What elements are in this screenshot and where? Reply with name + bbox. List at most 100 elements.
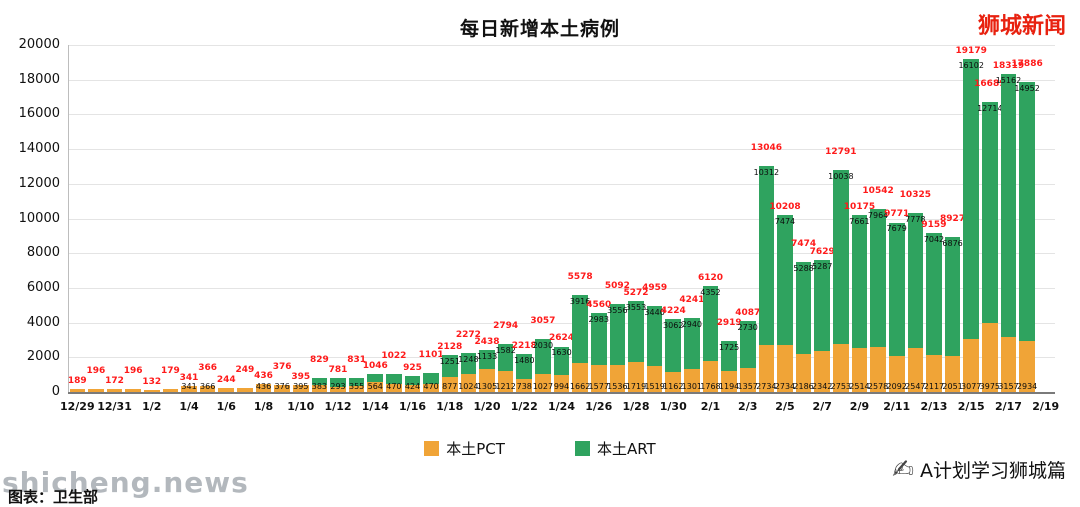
bar-segment-pct (255, 384, 272, 392)
bar-segment-art (404, 375, 421, 385)
bar-segment-pct (609, 365, 626, 392)
bar-segment-pct (386, 383, 402, 392)
bar-total-label: 5578 (567, 272, 593, 283)
bar-pct-label: 395 (293, 382, 309, 391)
bar-segment-art (646, 305, 663, 366)
bar-pct-label: 877 (442, 382, 458, 391)
watermark: shicheng.news (2, 466, 249, 499)
x-axis-tick-label: 2/3 (738, 400, 758, 413)
bar-total-label: 376 (272, 362, 292, 373)
bar-total-label: 925 (403, 362, 422, 373)
bar-total-label: 7629 (809, 246, 835, 257)
bar-total-label: 436 (254, 371, 273, 382)
bar-segment-art (665, 318, 682, 372)
bar-segment-pct (1019, 341, 1035, 392)
bar-segment-pct (590, 364, 607, 392)
bar-segment-art (777, 214, 793, 345)
bar-art-label: 7778 (905, 214, 926, 224)
bar-total-label: 2794 (493, 320, 519, 331)
bar-art-label: 7474 (774, 216, 796, 226)
bar-total-label: 9159 (921, 220, 947, 231)
bar-pct-label: 3157 (998, 382, 1019, 391)
bar-art-label: 3556 (607, 305, 628, 315)
x-axis-tick-label: 2/1 (700, 400, 721, 413)
bar-total-label: 10208 (769, 201, 801, 212)
bar-pct-label: 1577 (588, 382, 609, 391)
bar-segment-pct (218, 387, 235, 392)
bar-segment-art (944, 237, 961, 357)
bar-segment-pct (274, 385, 290, 392)
bar-segment-pct (497, 370, 514, 392)
y-axis-tick-label: 8000 (26, 245, 60, 261)
bar-art-label: 7679 (886, 224, 907, 234)
bar-total-label: 10542 (862, 186, 894, 197)
x-axis-tick-label: 1/10 (287, 400, 315, 413)
bar-total-label: 9771 (884, 209, 910, 220)
bar-total-label: 4087 (735, 308, 761, 319)
bar-segment-pct (479, 369, 495, 392)
bar-segment-pct (292, 385, 309, 392)
bar-segment-art (963, 59, 979, 339)
x-axis-tick-label: 1/28 (622, 400, 650, 413)
bar-segment-art (460, 352, 477, 375)
bar-segment-pct (553, 374, 570, 392)
gridline (68, 218, 1055, 220)
bar-pct-label: 3975 (979, 382, 1000, 391)
bar-pct-label: 564 (367, 382, 383, 391)
bar-total-label: 196 (86, 365, 106, 376)
legend-label-pct: 本土PCT (446, 440, 505, 458)
gridline (68, 287, 1055, 289)
bar-pct-label: 2547 (905, 382, 926, 391)
bar-art-label: 2983 (588, 314, 609, 324)
bar-segment-art (888, 222, 905, 356)
x-axis-tick-label: 2/11 (883, 400, 911, 413)
x-axis-tick-label: 1/18 (436, 400, 464, 413)
site-brand: 狮城新闻 (977, 14, 1066, 39)
x-axis-tick-label: 1/12 (324, 400, 352, 413)
bar-pct-label: 2186 (793, 382, 814, 391)
bar-pct-label: 383 (311, 382, 328, 391)
gridline (68, 79, 1055, 81)
bar-pct-label: 470 (423, 382, 439, 391)
bar-total-label: 6120 (697, 272, 723, 283)
bar-segment-pct (535, 374, 551, 392)
chart-legend: 本土PCT 本土ART (0, 438, 1080, 459)
bar-art-label: 2030 (532, 340, 554, 350)
y-axis-tick-label: 6000 (26, 279, 60, 295)
bar-pct-label: 1719 (625, 382, 647, 391)
bar-total-label: 2919 (716, 318, 742, 329)
x-axis-tick-label: 1/26 (585, 400, 613, 413)
bar-pct-label: 341 (181, 382, 197, 391)
bar-total-label: 196 (123, 365, 143, 376)
bar-pct-label: 1662 (569, 382, 591, 391)
bar-segment-pct (181, 386, 197, 392)
bar-segment-pct (777, 344, 793, 392)
bar-segment-pct (143, 389, 160, 392)
gridline (68, 114, 1055, 116)
bar-pct-label: 1305 (476, 382, 498, 391)
bar-total-label: 7474 (791, 239, 817, 250)
bar-pct-label: 1162 (663, 382, 684, 391)
bar-segment-pct (423, 383, 439, 392)
bar-segment-pct (516, 379, 533, 392)
bar-segment-pct (88, 388, 104, 392)
gridline (68, 322, 1055, 324)
bar-pct-label: 3077 (961, 382, 982, 391)
bar-segment-pct (1000, 337, 1017, 392)
y-axis-tick-label: 2000 (26, 349, 60, 365)
bar-total-label: 5092 (604, 280, 630, 291)
bar-total-label: 132 (142, 376, 162, 387)
bar-total-label: 4241 (679, 295, 705, 306)
bar-total-label: 249 (235, 364, 255, 375)
bar-total-label: 13046 (750, 142, 782, 153)
x-axis-line (68, 392, 1055, 394)
y-axis-tick-label: 12000 (18, 175, 60, 191)
bar-pct-label: 1357 (737, 382, 758, 391)
bar-segment-pct (888, 355, 905, 392)
bar-art-label: 1630 (551, 348, 572, 358)
bar-total-label: 12791 (825, 147, 857, 158)
bar-pct-label: 366 (200, 382, 216, 391)
channel-brand: ✍ A计划学习狮城篇 (892, 456, 1066, 483)
bar-art-label: 7661 (849, 217, 870, 227)
